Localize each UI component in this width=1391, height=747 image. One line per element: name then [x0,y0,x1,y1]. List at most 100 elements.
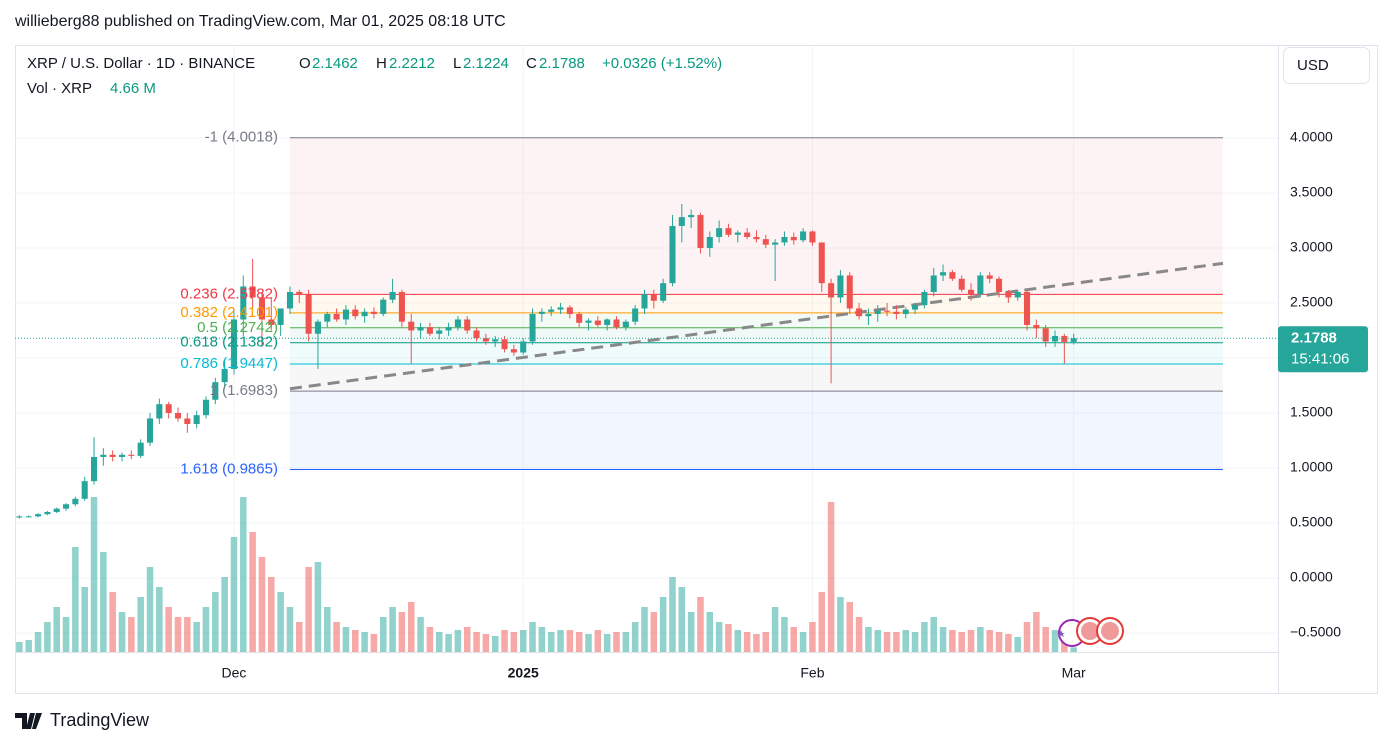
volume-bar [1014,637,1021,652]
volume-bar [379,617,387,652]
volume-bar [501,630,508,652]
fib-label: 0.618 (2.1382) [180,334,278,351]
candle-body [977,275,984,295]
candle-body [968,289,975,295]
candle-body [25,516,32,518]
ohlc-label: H [376,55,387,72]
candle-body [286,291,293,309]
y-tick-label: 2.5000 [1290,294,1333,310]
volume-bar [893,632,900,652]
candle-body [856,308,863,317]
candle-body [16,516,23,518]
candle-body [921,291,928,306]
candle-body [230,319,238,369]
volume-bar [128,617,135,652]
volume-bar [305,567,312,652]
candle-body [576,313,583,323]
volume-bar [417,617,424,652]
candle-body [342,309,349,320]
candle-body [174,412,182,419]
volume-bar [156,587,163,652]
candle-body [1033,324,1040,329]
candle-body [221,368,228,383]
candle-body [725,228,732,235]
currency-button[interactable] [1283,47,1370,84]
volume-bar [25,640,32,652]
volume-bar [622,632,630,652]
y-tick-label: −0.5000 [1290,624,1341,640]
candle-body [324,313,331,322]
volume-bar [958,632,965,652]
candle-body [389,291,396,300]
candle-body [781,236,788,243]
volume-bar [790,627,798,652]
volume-bar [296,622,303,652]
volume-bar [697,597,704,652]
volume-bar [809,622,816,652]
candle-body [240,286,247,320]
volume-bar [370,634,378,652]
volume-bar [482,634,490,652]
volume-bar [445,634,452,652]
volume-bar [1033,612,1040,652]
candle-body [585,320,592,323]
change: +0.0326 (+1.52%) [602,55,722,72]
volume-bar [473,632,480,652]
volume-bar [743,632,751,652]
candle-body [678,217,685,226]
y-tick-label: 3.5000 [1290,184,1333,200]
volume-bar [865,627,872,652]
candle-body [473,330,480,339]
volume-bar [687,612,695,652]
volume-bar [510,632,518,652]
volume-bar [221,577,228,652]
price-label: 2.1788 [1291,329,1337,346]
y-tick-label: 1.5000 [1290,404,1333,420]
ohlc-label: L [453,55,461,72]
candle-body [734,232,741,235]
candle-body [464,319,471,331]
candle-body [548,309,555,312]
fib-band [289,342,1223,365]
fib-label: 1.618 (0.9865) [180,460,278,477]
volume-bar [986,630,993,652]
candle-body [930,275,937,292]
volume-bar [603,634,611,652]
candle-body [249,286,256,298]
volume-bar [883,632,891,652]
candle-body [352,309,359,317]
fib-label: 0.236 (2.5782) [180,285,278,302]
candle-body [912,305,919,310]
logo [15,713,42,729]
volume-bar [146,567,154,652]
logo-mark [15,713,42,729]
y-tick-label: 4.0000 [1290,129,1333,145]
candle-body [1061,335,1068,342]
candle-body [44,511,51,515]
event-icon [1101,622,1119,640]
candle-body [90,456,98,482]
candle-body [212,382,219,400]
candle-body [454,319,461,328]
volume-bar [725,624,732,652]
volume-bar [575,632,583,652]
volume-bar [193,622,200,652]
candle-body [501,339,508,350]
candle-body [100,454,107,457]
volume-bar [566,630,574,652]
event-icon [1081,622,1099,640]
candle-body [35,514,42,517]
candle-body [706,236,713,248]
candle-body [296,291,303,295]
candle-body [268,319,275,325]
volume-bar [949,630,956,652]
candle-body [958,278,965,290]
candle-body [1070,338,1077,342]
ohlc-value: 2.1788 [539,55,585,72]
fib-band [289,391,1223,470]
candle-body [1042,328,1049,342]
volume-bar [753,634,760,652]
candle-body [660,283,667,301]
candle-body [594,320,601,325]
trend-line [289,261,1224,391]
